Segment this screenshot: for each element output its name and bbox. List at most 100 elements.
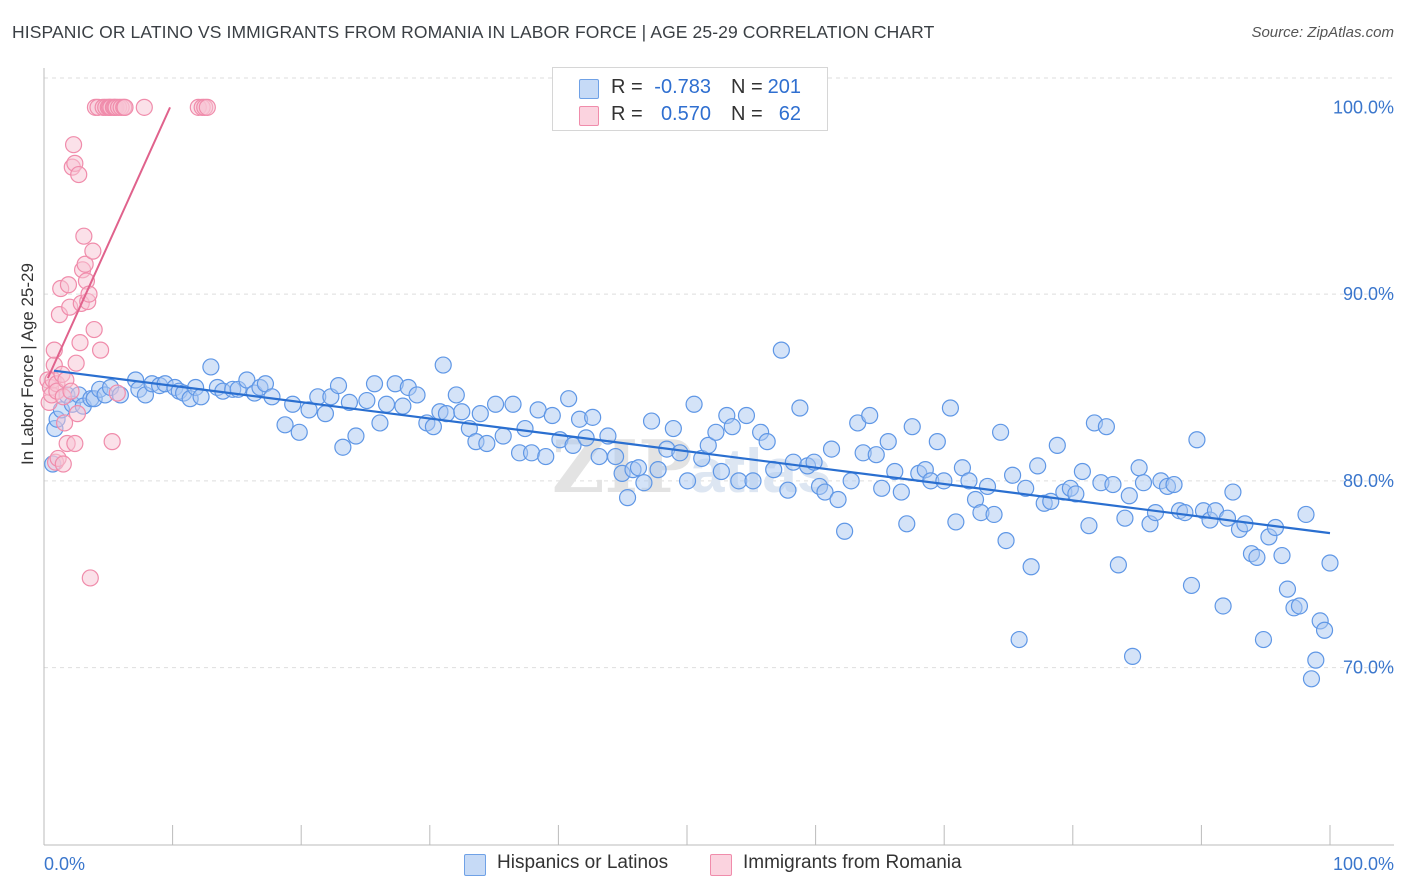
- point-hispanics: [316, 405, 335, 423]
- point-hispanics: [707, 423, 725, 441]
- point-romania: [103, 433, 121, 451]
- point-hispanics: [1010, 630, 1028, 649]
- y-tick-label: 80.0%: [1343, 471, 1394, 491]
- point-romania: [55, 414, 74, 432]
- point-hispanics: [941, 399, 960, 417]
- point-hispanics: [723, 418, 741, 436]
- y-tick-label: 70.0%: [1343, 658, 1394, 678]
- point-hispanics: [1022, 558, 1040, 576]
- point-hispanics: [238, 371, 256, 389]
- point-hispanics: [991, 423, 1010, 441]
- point-hispanics: [737, 406, 756, 425]
- point-romania: [135, 98, 153, 116]
- series-romania-points: [39, 98, 216, 587]
- point-romania: [66, 434, 84, 453]
- point-hispanics: [1188, 431, 1206, 449]
- point-hispanics: [791, 399, 809, 417]
- x-tick-label: 0.0%: [44, 854, 85, 874]
- point-hispanics: [867, 446, 885, 464]
- legend-swatch-blue: [579, 79, 599, 99]
- point-hispanics: [358, 391, 376, 410]
- point-hispanics: [543, 406, 561, 425]
- point-hispanics: [1224, 483, 1242, 501]
- point-hispanics: [1067, 485, 1085, 503]
- point-hispanics: [1182, 576, 1201, 595]
- point-hispanics: [1278, 580, 1297, 598]
- point-hispanics: [1130, 459, 1148, 477]
- point-romania: [81, 569, 99, 587]
- point-hispanics: [365, 375, 384, 393]
- legend-label: Hispanics or Latinos: [497, 852, 669, 873]
- point-hispanics: [478, 434, 496, 453]
- legend-label: Immigrants from Romania: [743, 852, 962, 873]
- point-hispanics: [606, 447, 625, 466]
- point-hispanics: [1321, 554, 1339, 572]
- point-romania: [62, 382, 80, 400]
- point-hispanics: [758, 433, 776, 451]
- point-hispanics: [590, 447, 608, 466]
- point-hispanics: [1315, 621, 1334, 639]
- point-romania: [198, 98, 216, 116]
- point-romania: [59, 276, 78, 294]
- n-label: N =: [731, 103, 763, 125]
- legend-swatch-blue: [464, 854, 486, 876]
- x-tick-label: 100.0%: [1333, 854, 1394, 874]
- stats-row-hispanics: R = -0.783 N = 201: [553, 76, 827, 102]
- point-hispanics: [408, 386, 426, 404]
- point-hispanics: [836, 522, 854, 540]
- point-hispanics: [1165, 475, 1183, 494]
- trend-lines: [46, 106, 1331, 535]
- point-hispanics: [935, 472, 953, 490]
- point-hispanics: [276, 416, 294, 434]
- point-hispanics: [504, 395, 522, 413]
- point-hispanics: [978, 477, 997, 496]
- legend-swatch-pink: [710, 854, 732, 876]
- stats-row-romania: R = 0.570 N = 62: [553, 103, 827, 129]
- n-value: 201: [767, 76, 801, 98]
- point-hispanics: [892, 483, 910, 501]
- point-romania: [68, 405, 87, 423]
- r-label: R =: [611, 76, 643, 98]
- point-hispanics: [685, 395, 703, 413]
- point-hispanics: [629, 459, 648, 477]
- point-romania: [108, 384, 126, 402]
- point-hispanics: [816, 483, 834, 501]
- r-value: -0.783: [654, 76, 711, 98]
- point-hispanics: [618, 489, 637, 507]
- point-hispanics: [903, 418, 921, 436]
- point-hispanics: [985, 505, 1003, 524]
- point-hispanics: [471, 405, 489, 423]
- point-romania: [54, 455, 72, 473]
- point-hispanics: [886, 462, 904, 481]
- point-hispanics: [1116, 509, 1134, 527]
- point-hispanics: [202, 358, 220, 376]
- point-hispanics: [584, 408, 602, 426]
- series-legend: Hispanics or Latinos Immigrants from Rom…: [0, 852, 1406, 878]
- point-hispanics: [1302, 670, 1321, 688]
- axes: 0.0% 100.0%: [43, 68, 1394, 874]
- point-hispanics: [1073, 462, 1091, 481]
- point-hispanics: [486, 395, 505, 413]
- point-hispanics: [779, 481, 797, 499]
- point-hispanics: [347, 427, 365, 445]
- y-axis-label: In Labor Force | Age 25-29: [18, 263, 37, 465]
- point-hispanics: [1214, 597, 1232, 615]
- point-hispanics: [744, 472, 762, 490]
- point-hispanics: [1123, 647, 1142, 665]
- point-hispanics: [494, 427, 512, 445]
- point-hispanics: [447, 386, 465, 404]
- point-hispanics: [873, 479, 891, 497]
- point-hispanics: [1120, 487, 1138, 505]
- point-hispanics: [928, 433, 946, 451]
- point-hispanics: [453, 403, 471, 421]
- point-hispanics: [1297, 505, 1315, 524]
- point-hispanics: [1273, 546, 1291, 565]
- point-hispanics: [1109, 556, 1127, 574]
- point-hispanics: [1048, 436, 1066, 454]
- stats-legend: R = -0.783 N = 201 R = 0.570 N = 62: [552, 67, 828, 131]
- point-hispanics: [290, 423, 308, 441]
- n-label: N =: [731, 76, 763, 98]
- point-hispanics: [1290, 597, 1309, 615]
- point-hispanics: [649, 461, 667, 479]
